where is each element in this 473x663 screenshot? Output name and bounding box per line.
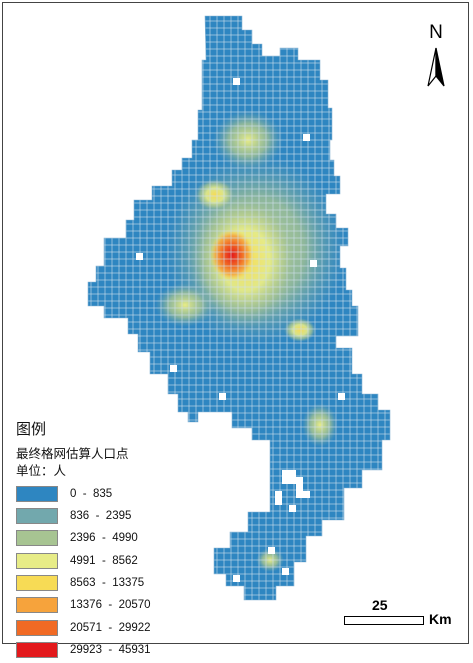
- legend-subtitle: 最终格网估算人口点: [16, 446, 129, 461]
- legend: 图例 最终格网估算人口点 单位：人 0 - 835 836 - 2395 2396 …: [16, 418, 216, 663]
- north-arrow: N: [418, 22, 454, 92]
- legend-swatch: [16, 507, 58, 524]
- legend-items: 0 - 835 836 - 2395 2396 - 4990 4991 - 8562 8…: [16, 484, 216, 660]
- legend-swatch: [16, 619, 58, 636]
- legend-swatch: [16, 575, 58, 592]
- legend-swatch: [16, 552, 58, 569]
- legend-item: 8563 - 13375: [16, 574, 216, 593]
- scale-unit: Km: [429, 611, 452, 627]
- legend-swatch: [16, 597, 58, 614]
- legend-swatch: [16, 530, 58, 547]
- scale-value: 25: [372, 597, 388, 613]
- legend-label: 8563 - 13375: [70, 577, 145, 590]
- legend-label: 2396 - 4990: [70, 532, 138, 545]
- legend-item: 4991 - 8562: [16, 551, 216, 570]
- legend-item: 29923 - 45931: [16, 641, 216, 660]
- empty-cells: [136, 78, 345, 582]
- legend-label: 29923 - 45931: [70, 644, 151, 657]
- legend-item: 836 - 2395: [16, 506, 216, 525]
- legend-swatch: [16, 485, 58, 502]
- legend-item: 20571 - 29922: [16, 618, 216, 637]
- legend-title: 图例: [16, 420, 47, 438]
- north-arrow-icon: [427, 47, 445, 87]
- scale-box: [344, 616, 424, 625]
- population-grid-map: [87, 15, 391, 601]
- legend-label: 4991 - 8562: [70, 554, 138, 567]
- legend-label: 836 - 2395: [70, 509, 132, 522]
- legend-unit: 单位：人: [16, 463, 67, 478]
- legend-swatch: [16, 642, 58, 659]
- legend-item: 0 - 835: [16, 484, 216, 503]
- legend-item: 2396 - 4990: [16, 529, 216, 548]
- legend-label: 20571 - 29922: [70, 621, 151, 634]
- legend-label: 0 - 835: [70, 487, 113, 500]
- legend-label: 13376 - 20570: [70, 599, 151, 612]
- north-label: N: [429, 22, 443, 43]
- legend-item: 13376 - 20570: [16, 596, 216, 615]
- scale-bar: 25 Km: [342, 597, 452, 633]
